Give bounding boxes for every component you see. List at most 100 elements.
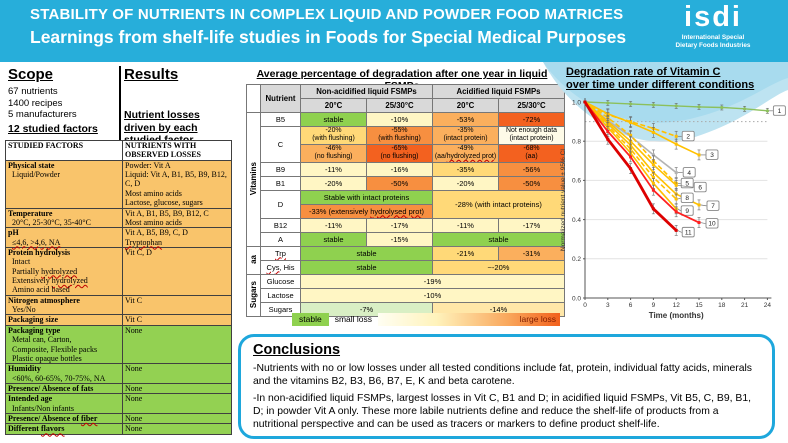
group-label: Vitamins bbox=[246, 112, 261, 247]
chart-text: 9 bbox=[652, 302, 656, 309]
poster-title: STABILITY OF NUTRIENTS IN COMPLEX LIQUID… bbox=[30, 6, 624, 23]
chart-text: 4 bbox=[687, 170, 691, 177]
nutrient-label: D bbox=[260, 189, 301, 219]
factor-cell: Physical state Liquid/Powder bbox=[5, 159, 123, 209]
factors-row: Humidity <60%, 60-65%, 70-75%, NA None bbox=[5, 363, 232, 384]
degradation-row: Lactose -10% bbox=[247, 287, 565, 303]
degradation-cell: Not enough data (intact protein) bbox=[498, 126, 565, 145]
degradation-cell: -11% bbox=[300, 217, 367, 233]
nutrients-cell: None bbox=[122, 423, 232, 435]
factor-cell: pH ≤4,6, >4,6, NA bbox=[5, 227, 123, 248]
degradation-cell: stable bbox=[432, 231, 565, 247]
data-point bbox=[651, 153, 655, 157]
scope-heading: Scope bbox=[8, 66, 54, 83]
chart-text: 10 bbox=[708, 221, 716, 228]
chart-text: 3 bbox=[606, 302, 610, 309]
degradation-row: Sugars Glucose -19% bbox=[246, 273, 565, 317]
factors-row: pH ≤4,6, >4,6, NA Vit A, B5, B9, C, D Try… bbox=[5, 227, 232, 248]
nutrient-label: Lactose bbox=[260, 287, 301, 303]
series-label-box bbox=[680, 192, 694, 203]
data-point bbox=[674, 210, 678, 214]
scope-item: 67 nutrients bbox=[8, 86, 58, 97]
data-point bbox=[674, 104, 678, 108]
data-point bbox=[743, 107, 747, 111]
degradation-cell: -19% bbox=[300, 273, 565, 289]
degradation-cell: -50% bbox=[498, 175, 565, 191]
series-label-box bbox=[706, 200, 720, 211]
chart-text: 6 bbox=[698, 185, 702, 192]
data-point bbox=[674, 171, 678, 175]
nutrients-cell: None bbox=[122, 413, 232, 425]
degradation-cell: -68% (aa) bbox=[498, 143, 565, 163]
degradation-row: C -20% (with flushing) -55% (with flushing) -… bbox=[247, 126, 565, 163]
series-line-10 bbox=[584, 101, 700, 224]
nutrient-label: Sugars bbox=[260, 301, 301, 317]
degradation-row: -46% (no flushing) -65% (no flushing) -49% (a… bbox=[247, 143, 565, 163]
data-point bbox=[651, 181, 655, 185]
nutrients-cell: Vit C, D bbox=[122, 246, 232, 296]
data-point bbox=[629, 121, 633, 125]
factors-header-row: STUDIED FACTORS NUTRIENTS WITH OBSERVED … bbox=[5, 140, 232, 161]
degradation-cell: stable bbox=[300, 112, 367, 127]
nutrient-label: C bbox=[260, 126, 301, 163]
data-point bbox=[697, 221, 701, 225]
chart-text: 11 bbox=[685, 230, 692, 237]
temp-header: 25/30°C bbox=[498, 98, 565, 113]
chart-text: Time (months) bbox=[649, 311, 704, 320]
factors-col-header: STUDIED FACTORS bbox=[5, 140, 123, 161]
degradation-cell: stable bbox=[300, 245, 433, 261]
data-point bbox=[606, 129, 610, 133]
label-leader bbox=[677, 184, 694, 188]
chart-text: 1.0 bbox=[572, 99, 581, 106]
degradation-cell: -28% (with intact proteins) bbox=[432, 189, 565, 219]
nutrient-label: B12 bbox=[260, 217, 301, 233]
data-point bbox=[674, 134, 678, 138]
degradation-row: Cys, His stable ~-20% bbox=[247, 259, 565, 275]
degradation-cell: -20% (with flushing) bbox=[300, 126, 367, 145]
chart-text: 5 bbox=[685, 181, 689, 188]
nutrient-label: Glucose bbox=[260, 273, 301, 289]
chart-text: 15 bbox=[695, 302, 703, 309]
data-point bbox=[629, 155, 633, 159]
legend-gradient: large loss bbox=[378, 312, 560, 326]
degradation-cell: -33% (extensively hydrolysed prot) bbox=[300, 203, 433, 219]
non-acidified-header: Non-acidified liquid FSMPs bbox=[300, 84, 433, 99]
results-section: Results Nutrient losses driven by each s… bbox=[124, 66, 234, 147]
factors-row: Physical state Liquid/Powder Powder: Vit … bbox=[5, 159, 232, 209]
degradation-cell: -35% (intact protein) bbox=[432, 126, 499, 145]
degradation-cell: -55% (with flushing) bbox=[366, 126, 433, 145]
nutrients-cell: Vit C bbox=[122, 314, 232, 326]
data-point bbox=[674, 142, 678, 146]
data-point bbox=[674, 197, 678, 201]
degradation-cell: stable bbox=[300, 231, 367, 247]
scope-items: 67 nutrients 1400 recipes 5 manufacturer… bbox=[8, 86, 116, 121]
conclusions-box: Conclusions -Nutrients with no or low lo… bbox=[238, 334, 775, 439]
column-divider bbox=[119, 66, 121, 140]
chart-text: 3 bbox=[710, 152, 714, 159]
data-point bbox=[651, 175, 655, 179]
nutrients-cell: None bbox=[122, 393, 232, 415]
scope-emphasis: 12 studied factors bbox=[8, 122, 98, 135]
series-label-box bbox=[680, 205, 694, 216]
degradation-row: B9 -11% -16% -35% -56% bbox=[247, 161, 565, 177]
group-label: Sugars bbox=[246, 273, 261, 317]
data-point bbox=[583, 100, 587, 104]
degradation-cell: -15% bbox=[366, 231, 433, 247]
nutrients-cell: None bbox=[122, 363, 232, 384]
factor-cell: Different flavors bbox=[5, 423, 123, 435]
factors-row: Nitrogen atmosphere Yes/No Vit C bbox=[5, 294, 232, 316]
degradation-cell: -20% bbox=[432, 175, 499, 191]
poster-subtitle: Learnings from shelf-life studies in Foo… bbox=[30, 27, 627, 47]
factors-row: Presence/ Absence of fats None bbox=[5, 382, 232, 395]
series-line-7 bbox=[584, 101, 700, 206]
degradation-cell: -17% bbox=[498, 217, 565, 233]
factors-row: Protein hydrolysis Intact Partially hydr… bbox=[5, 246, 232, 296]
data-point bbox=[651, 103, 655, 107]
data-point bbox=[697, 153, 701, 157]
data-point bbox=[674, 228, 678, 232]
degradation-cell: Stable with intact proteins bbox=[300, 189, 433, 205]
data-point bbox=[765, 109, 769, 113]
header-swoosh-decoration bbox=[543, 62, 788, 142]
factors-row: Presence/ Absence of fiber None bbox=[5, 413, 232, 425]
